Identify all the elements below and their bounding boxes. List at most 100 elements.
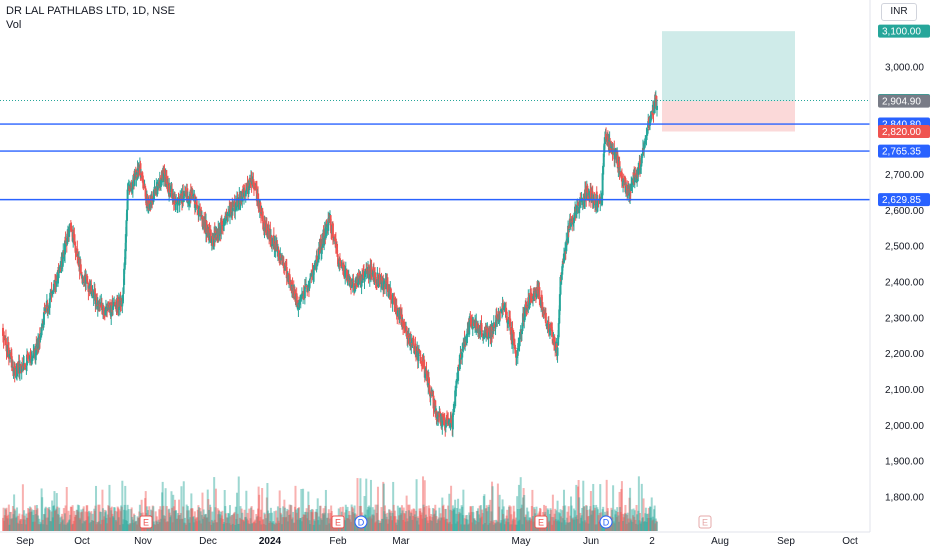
volume-bar — [9, 511, 12, 531]
candle-body — [361, 274, 364, 280]
candle-body — [205, 221, 208, 235]
volume-bar — [551, 494, 554, 531]
volume-bar — [622, 521, 625, 531]
volume-bar — [547, 509, 550, 531]
earnings-icon — [534, 515, 548, 529]
candle-body — [214, 231, 217, 238]
candle-body — [271, 244, 274, 247]
volume-bar — [292, 523, 295, 531]
volume-bar — [7, 514, 10, 531]
volume-bar — [591, 510, 594, 531]
candle-body — [496, 317, 499, 322]
candle-body — [493, 324, 496, 328]
volume-bar — [414, 510, 417, 531]
volume-bar — [492, 524, 495, 531]
volume-bar — [577, 480, 580, 531]
volume-bar — [24, 519, 27, 531]
volume-bar — [55, 508, 58, 531]
volume-bar — [648, 518, 651, 531]
volume-bar — [503, 524, 506, 531]
volume-bar — [436, 523, 439, 531]
volume-bar — [241, 512, 244, 531]
volume-bar — [624, 504, 627, 531]
earnings-icon — [139, 515, 153, 529]
candle-body — [460, 354, 463, 359]
volume-bar — [155, 520, 158, 531]
candle-body — [317, 259, 320, 262]
volume-bar — [118, 524, 121, 531]
volume-bar — [94, 505, 97, 531]
candle-body — [559, 276, 562, 295]
candle-body — [261, 211, 264, 222]
horizontal-levels[interactable] — [0, 99, 870, 201]
candle-body — [345, 270, 348, 281]
candle-body — [550, 327, 553, 331]
candle-body — [234, 210, 237, 212]
stop-zone[interactable] — [662, 101, 795, 132]
volume-bar — [433, 513, 436, 531]
volume-bar — [609, 522, 612, 531]
earnings-marker: E — [139, 515, 153, 529]
candle-body — [131, 188, 134, 193]
volume-bar — [651, 520, 654, 531]
candle-body — [114, 302, 117, 307]
volume-bar — [485, 508, 488, 531]
y-tick-label: 2,300.00 — [885, 313, 924, 324]
volume-bar — [486, 511, 489, 531]
candle-body — [364, 274, 367, 277]
volume-bar — [466, 519, 469, 531]
target-zone[interactable] — [662, 31, 795, 102]
candle-body — [454, 390, 457, 407]
volume-bar — [243, 509, 246, 531]
volume-bar — [346, 506, 349, 531]
candle-body — [481, 330, 484, 332]
candle-body — [80, 274, 83, 279]
candle-body — [209, 233, 212, 242]
volume-bar — [307, 491, 310, 531]
volume-bar — [291, 517, 294, 531]
volume-bar — [510, 514, 513, 531]
volume-bar — [349, 514, 352, 531]
candle-body — [44, 307, 47, 310]
volume-bar — [514, 524, 517, 531]
volume-bar — [322, 508, 325, 531]
volume-bar — [654, 518, 657, 531]
candle-body — [303, 286, 306, 299]
volume-bar — [399, 507, 402, 531]
currency-button[interactable]: INR — [881, 3, 917, 21]
volume-bar — [224, 506, 227, 531]
candle-body — [471, 323, 474, 330]
volume-bar — [217, 514, 220, 531]
candle-body — [465, 336, 468, 338]
candle-body — [640, 164, 643, 167]
candle-body — [14, 369, 17, 377]
volume-bar — [376, 504, 379, 531]
volume-bar — [60, 516, 63, 531]
volume-bar — [292, 511, 295, 531]
candle-body — [265, 223, 268, 236]
volume-bar — [437, 519, 440, 531]
candle-body — [622, 178, 625, 187]
volume-bar — [134, 521, 137, 531]
long-position-tool[interactable] — [662, 31, 795, 132]
volume-bar — [52, 505, 55, 531]
volume-bar — [125, 510, 128, 531]
candle-body — [124, 234, 127, 252]
volume-bar — [279, 507, 282, 531]
candle-body — [646, 134, 649, 136]
candle-body — [575, 205, 578, 212]
volume-bar — [653, 509, 656, 531]
candle-body — [393, 300, 396, 304]
candle-body — [141, 175, 144, 183]
candle-body — [623, 178, 626, 183]
volume-bar — [173, 510, 176, 531]
volume-bar — [70, 506, 73, 531]
candle-body — [144, 188, 147, 201]
volume-bar — [302, 488, 305, 531]
volume-bar — [529, 520, 532, 531]
volume-bar — [574, 510, 577, 531]
volume-bar — [195, 521, 198, 531]
volume-bar — [200, 514, 203, 531]
volume-bar — [440, 517, 443, 531]
